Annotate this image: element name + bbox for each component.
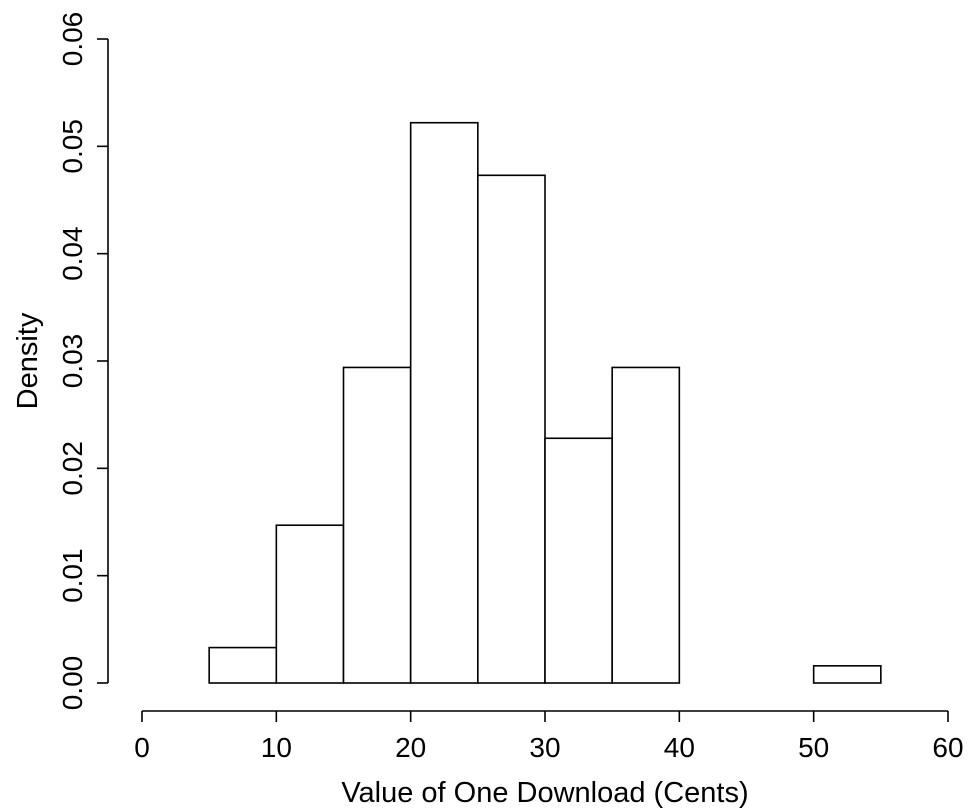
histogram-bar bbox=[812, 665, 882, 684]
x-axis-title: Value of One Download (Cents) bbox=[341, 777, 748, 809]
y-tick-label: 0.06 bbox=[57, 12, 88, 67]
y-tick-label: 0.02 bbox=[57, 441, 88, 496]
y-tick-label: 0.01 bbox=[57, 548, 88, 603]
x-axis: 0 10 20 30 40 50 60 bbox=[134, 710, 964, 763]
y-tick-label: 0.03 bbox=[57, 334, 88, 389]
x-tick-label: 20 bbox=[395, 732, 426, 763]
histogram-bar bbox=[477, 174, 546, 684]
y-tick-label: 0.00 bbox=[57, 656, 88, 711]
histogram-bar bbox=[544, 437, 613, 684]
y-tick-label: 0.05 bbox=[57, 119, 88, 174]
histogram-bar bbox=[611, 366, 681, 684]
histogram-bar bbox=[342, 366, 412, 684]
x-tick-label: 30 bbox=[529, 732, 560, 763]
x-tick-label: 50 bbox=[798, 732, 829, 763]
y-tick-label: 0.04 bbox=[57, 226, 88, 281]
x-tick-label: 0 bbox=[134, 732, 150, 763]
y-axis: 0.00 0.01 0.02 0.03 0.04 0.05 0.06 bbox=[57, 12, 109, 711]
histogram-bar bbox=[208, 646, 278, 684]
histogram-bar bbox=[275, 524, 345, 684]
histogram-bar bbox=[409, 121, 479, 684]
x-tick-label: 10 bbox=[261, 732, 292, 763]
histogram-bars bbox=[208, 121, 882, 684]
x-tick-label: 60 bbox=[932, 732, 963, 763]
y-axis-title: Density bbox=[12, 312, 44, 409]
x-tick-label: 40 bbox=[664, 732, 695, 763]
